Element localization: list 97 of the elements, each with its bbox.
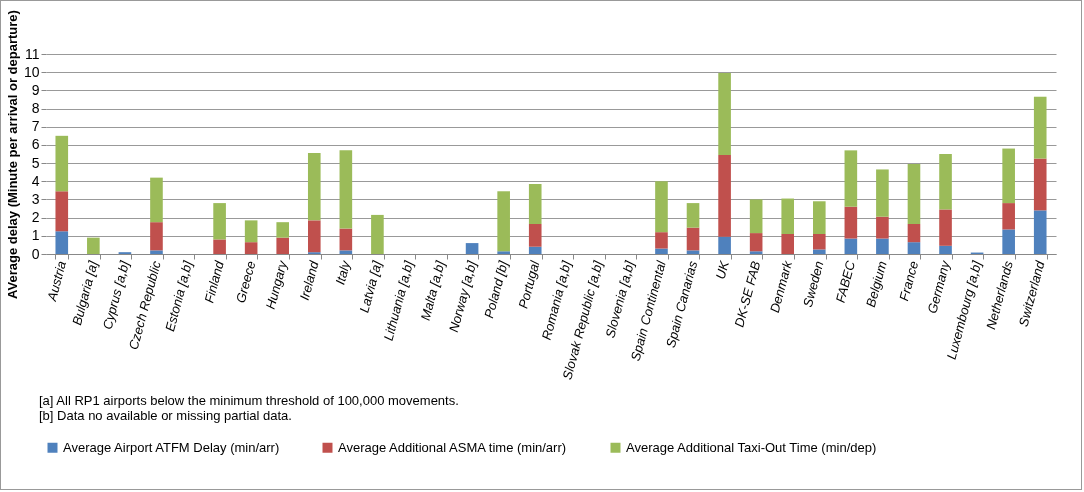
bar (812, 201, 826, 234)
bar (718, 73, 731, 155)
bar (876, 169, 889, 217)
x-tick-label: Belgium (863, 259, 890, 309)
bar (655, 232, 668, 249)
bar (150, 250, 163, 254)
bar (686, 227, 700, 251)
x-tick-label: Sweden (799, 259, 827, 309)
bar (371, 214, 384, 254)
bar (939, 154, 952, 210)
bar (1033, 210, 1047, 254)
bar (876, 238, 889, 254)
bar (781, 234, 795, 254)
bar (939, 245, 952, 254)
bar (718, 154, 731, 237)
y-tick-label: 7 (31, 118, 40, 135)
bar (781, 198, 795, 234)
y-axis-title: AVerage delay (Minute per arrival or departure) (4, 10, 20, 299)
x-tick-label: Italy (332, 257, 354, 287)
bar (749, 233, 763, 252)
x-tick-label: Ireland (296, 258, 322, 302)
bar (497, 251, 510, 254)
bar (213, 203, 226, 240)
x-tick-label: Finland (201, 258, 228, 305)
x-tick-label: Austria (43, 259, 70, 304)
y-tick-label: 9 (31, 81, 40, 98)
bar (686, 203, 700, 228)
x-tick-label: Latvia [a] (356, 259, 385, 315)
bar (655, 181, 668, 233)
x-tick-label: Greece (232, 259, 259, 305)
y-tick-label: 10 (23, 63, 40, 80)
bar (213, 239, 226, 254)
bar (686, 250, 700, 254)
bar (150, 177, 163, 223)
bar (339, 228, 353, 251)
y-tick-label: 4 (31, 172, 40, 189)
bar (876, 216, 889, 239)
bar (1033, 158, 1047, 211)
x-tick-label: Poland [b] (481, 259, 512, 320)
bar (55, 231, 69, 254)
bar (749, 199, 763, 234)
y-tick-label: 11 (24, 45, 40, 62)
x-tick-label: Bulgaria [a] (69, 259, 101, 327)
bar (307, 153, 321, 221)
bar (844, 238, 858, 254)
bar (339, 250, 353, 254)
bar (812, 249, 826, 254)
y-tick-label: 0 (31, 245, 40, 262)
bar (907, 242, 921, 254)
bar (907, 224, 921, 243)
bar (812, 234, 826, 250)
x-tick-label: Cyprus [a,b] (99, 259, 133, 332)
y-tick-label: 3 (31, 190, 40, 207)
y-tick-label: 6 (31, 136, 40, 153)
text: [a] All RP1 airports below the minimum threshold of 100,000 movements. (39, 393, 459, 408)
bar (939, 209, 952, 246)
y-tick-label: 1 (31, 227, 40, 244)
bar (528, 246, 542, 254)
bar (718, 236, 731, 254)
bar (244, 220, 258, 243)
bar (339, 150, 353, 229)
y-tick-label: 5 (31, 154, 40, 171)
legend-label: Average Additional ASMA time (min/arr) (338, 439, 567, 455)
bar (497, 191, 510, 252)
bar (1002, 229, 1015, 254)
x-tick-label: Malta [a,b] (417, 259, 448, 322)
x-tick-label: UK (712, 258, 733, 281)
bar (55, 135, 69, 192)
bar (150, 222, 163, 251)
y-tick-label: 8 (31, 100, 40, 117)
x-tick-label: France (896, 259, 922, 303)
bar (528, 224, 542, 247)
bar (528, 184, 542, 224)
x-tick-label: DK-SE FAB (731, 259, 764, 329)
x-tick-label: Estonia [a,b] (162, 259, 196, 334)
bar (844, 150, 858, 207)
bar (1002, 148, 1015, 204)
bar (465, 243, 479, 254)
bar (55, 191, 69, 232)
x-tick-label: Denmark (766, 257, 796, 315)
text: [b] Data no available or missing partial data. (39, 408, 293, 423)
bar (655, 248, 668, 254)
x-tick-label: FABEC (832, 258, 859, 305)
bar (749, 251, 763, 254)
bar (87, 237, 100, 254)
bar (907, 164, 921, 224)
x-tick-label: Hungary (262, 257, 291, 311)
y-tick-label: 2 (31, 209, 40, 226)
legend-label: Average Airport ATFM Delay (min/arr) (63, 439, 280, 455)
legend-label: Average Additional Taxi-Out Time (min/dep) (626, 439, 877, 455)
bar (1033, 96, 1047, 159)
bar (276, 237, 290, 254)
bar (1002, 203, 1015, 230)
bar (844, 206, 858, 239)
bar (244, 242, 258, 254)
bar (307, 220, 321, 253)
bar (276, 222, 290, 238)
